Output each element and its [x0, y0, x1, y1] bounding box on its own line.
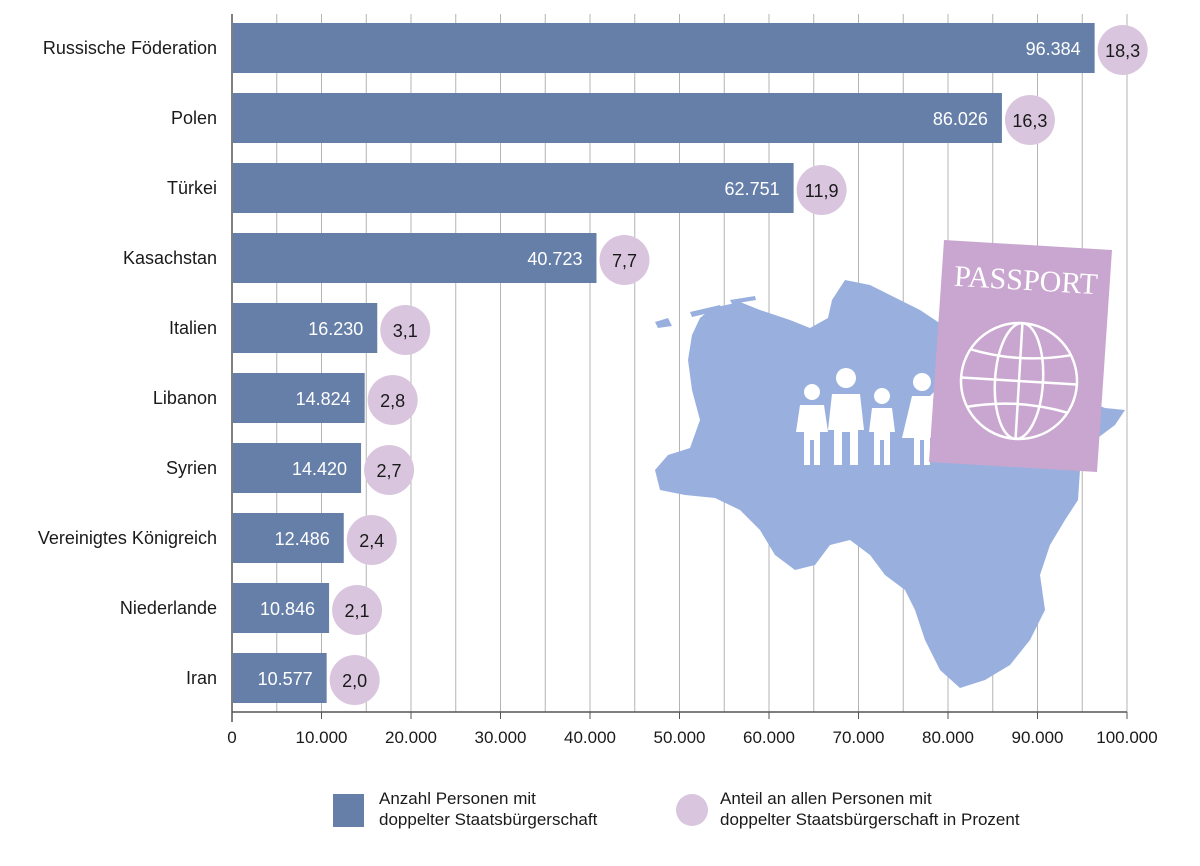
percent-label: 18,3 [1105, 41, 1140, 61]
percent-circle [380, 305, 431, 355]
passport-icon: PASSPORT [929, 240, 1112, 472]
category-label: Vereinigtes Königreich [38, 528, 217, 548]
percent-label: 2,8 [380, 391, 405, 411]
category-label: Libanon [153, 388, 217, 408]
bar-value-label: 14.824 [296, 389, 351, 409]
percent-label: 2,4 [359, 531, 384, 551]
percent-label: 11,9 [805, 181, 839, 201]
percent-circle [1097, 25, 1148, 75]
category-label: Türkei [167, 178, 217, 198]
bar [233, 583, 330, 633]
percent-circle [364, 445, 415, 495]
legend-bar-text: Anzahl Personen mit doppelter Staatsbürg… [379, 788, 597, 830]
percent-circle [599, 235, 650, 285]
map-islands [655, 296, 756, 328]
category-label: Syrien [166, 458, 217, 478]
x-tick-label: 10.000 [296, 728, 348, 747]
bar-value-label: 62.751 [725, 179, 780, 199]
percent-circle [367, 375, 418, 425]
percent-circle [329, 655, 380, 705]
legend-bar-line2: doppelter Staatsbürgerschaft [379, 810, 598, 829]
x-tick-label: 70.000 [833, 728, 885, 747]
x-tick-label: 60.000 [743, 728, 795, 747]
bar [233, 443, 362, 493]
bar-value-label: 10.577 [258, 669, 313, 689]
category-label: Russische Föderation [43, 38, 217, 58]
x-tick-label: 80.000 [922, 728, 974, 747]
x-tick-label: 90.000 [1012, 728, 1064, 747]
bar-value-label: 16.230 [308, 319, 363, 339]
percent-label: 16,3 [1012, 111, 1047, 131]
bar [233, 93, 1002, 143]
bar [233, 233, 597, 283]
legend-dot-line2: doppelter Staatsbürgerschaft in Prozent [720, 810, 1020, 829]
globe-icon [959, 321, 1079, 441]
x-tick-label: 30.000 [475, 728, 527, 747]
percent-label: 2,1 [345, 601, 370, 621]
category-label: Italien [169, 318, 217, 338]
category-label: Polen [171, 108, 217, 128]
family-icon [796, 368, 952, 465]
x-tick-label: 100.000 [1096, 728, 1157, 747]
bar [233, 513, 344, 563]
bar [233, 303, 378, 353]
bar-value-label: 40.723 [527, 249, 582, 269]
bar-value-label: 12.486 [275, 529, 330, 549]
percent-label: 2,0 [342, 671, 367, 691]
category-label: Niederlande [120, 598, 217, 618]
bar-value-label: 86.026 [933, 109, 988, 129]
legend-swatch-circle [676, 794, 708, 826]
bar-value-label: 10.846 [260, 599, 315, 619]
percent-circle [1004, 95, 1055, 145]
x-tick-label: 20.000 [385, 728, 437, 747]
bar [233, 23, 1095, 73]
percent-label: 7,7 [612, 251, 637, 271]
legend-dot-text: Anteil an allen Personen mit doppelter S… [720, 788, 1020, 830]
axes-group: 0 10.000 20.000 30.000 40.000 50.000 60.000 70.… [38, 14, 1158, 747]
bar [233, 163, 794, 213]
illustration: PASSPORT [655, 240, 1125, 688]
x-tick-label: 40.000 [564, 728, 616, 747]
bar-value-label: 96.384 [1026, 39, 1081, 59]
bar [233, 653, 327, 703]
x-tick-label: 0 [227, 728, 236, 747]
category-label: Iran [186, 668, 217, 688]
bars-group: 96.384 86.026 62.751 40.723 16.230 14.824 14.4… [233, 23, 1095, 703]
x-tick-label: 50.000 [654, 728, 706, 747]
percent-circles-group: 18,3 16,3 11,9 7,7 3,1 2,8 2,7 2,4 2,1 2,0 [329, 25, 1148, 705]
percent-label: 2,7 [377, 461, 402, 481]
category-label: Kasachstan [123, 248, 217, 268]
legend-bar-line1: Anzahl Personen mit [379, 789, 536, 808]
percent-circle [346, 515, 397, 565]
legend-swatch-bar [333, 794, 364, 827]
legend-dot: Anteil an allen Personen mit doppelter S… [676, 788, 1020, 830]
bar [233, 373, 365, 423]
percent-circle [796, 165, 847, 215]
percent-label: 3,1 [393, 321, 418, 341]
legend-bar: Anzahl Personen mit doppelter Staatsbürg… [333, 788, 597, 830]
bar-value-label: 14.420 [292, 459, 347, 479]
percent-circle [332, 585, 383, 635]
legend-dot-line1: Anteil an allen Personen mit [720, 789, 932, 808]
